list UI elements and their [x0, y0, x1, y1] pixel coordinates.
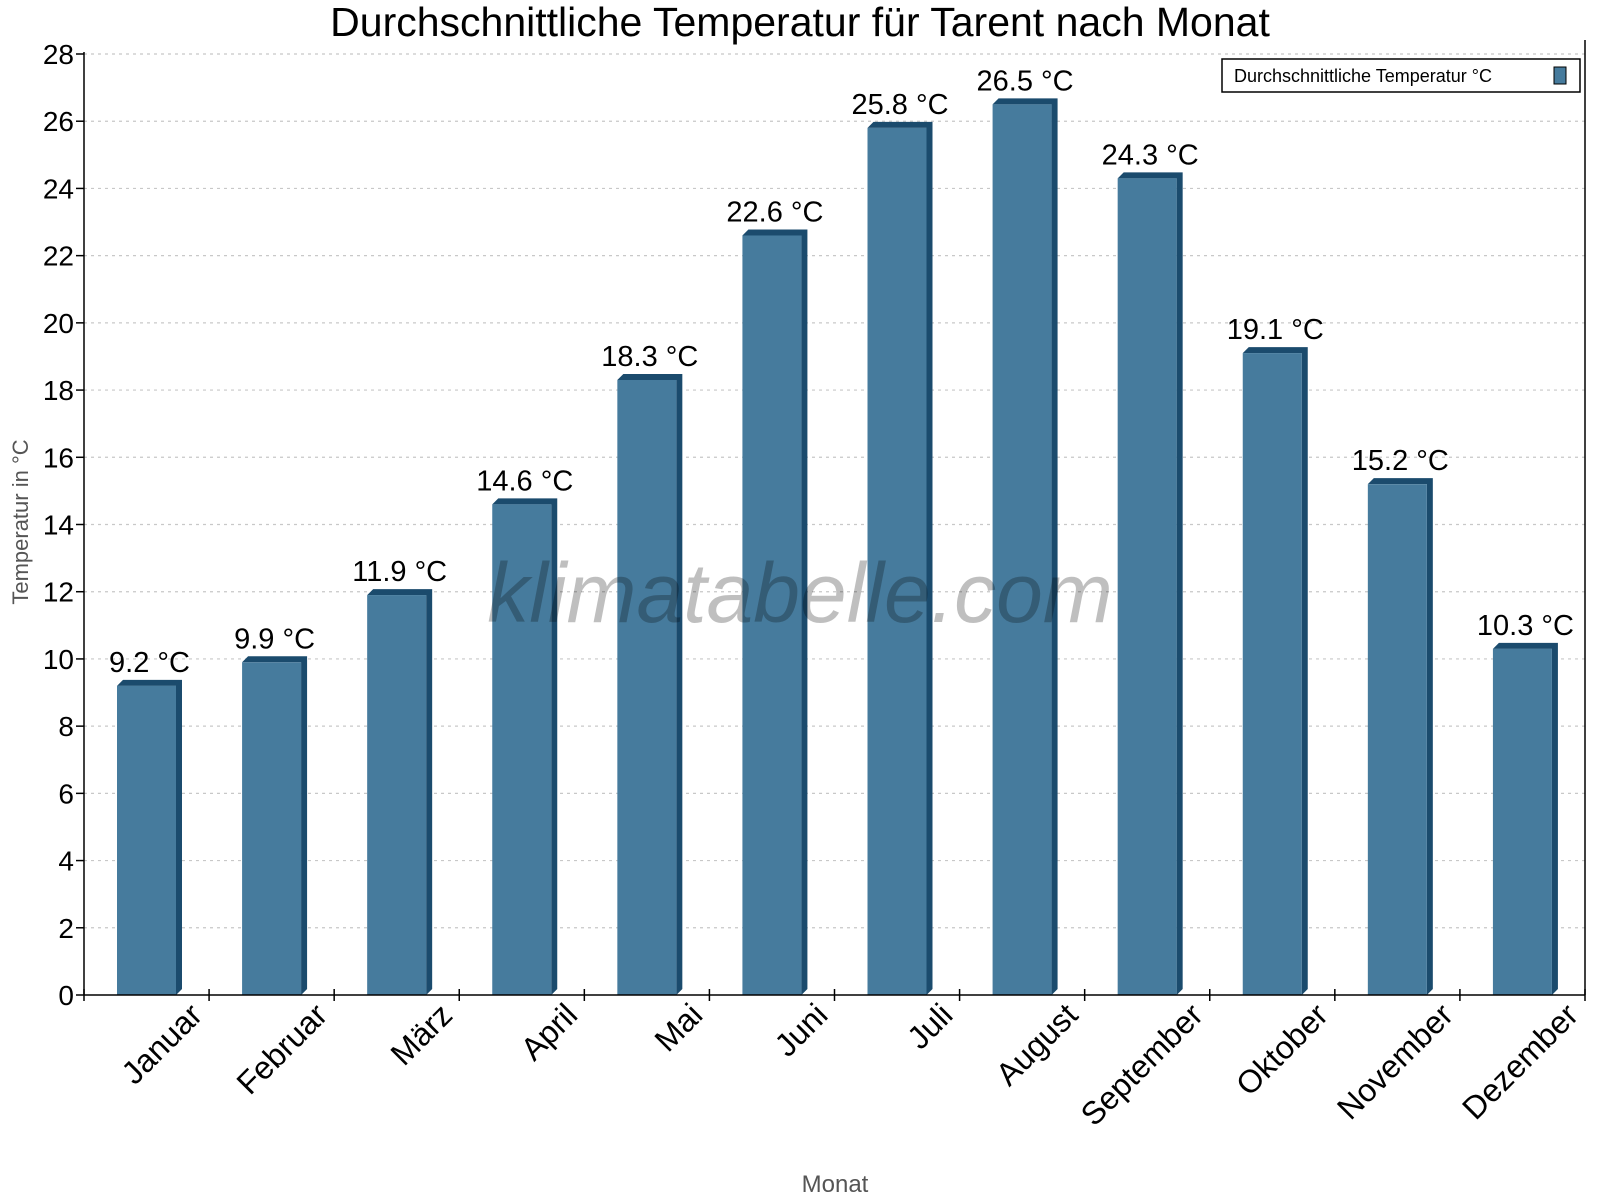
x-tick-label: Oktober: [1229, 996, 1335, 1102]
data-label: 9.9 °C: [234, 623, 315, 655]
bar: [367, 595, 427, 995]
bar: [1492, 648, 1552, 995]
x-tick-label: Juli: [900, 996, 959, 1055]
y-tick-label: 6: [58, 778, 74, 809]
y-tick-label: 22: [43, 241, 74, 272]
bar: [1367, 484, 1427, 995]
y-axis-label: Temperatur in °C: [8, 439, 33, 604]
bar: [992, 104, 1052, 996]
y-tick-label: 2: [58, 913, 74, 944]
y-tick-label: 8: [58, 711, 74, 742]
bar: [1117, 178, 1177, 995]
data-label: 18.3 °C: [601, 341, 698, 373]
x-axis-ticks: Januar Februar März April Mai Juni Juli AugustS…: [83, 989, 1586, 1133]
legend-swatch: [1553, 66, 1567, 85]
bar: [1242, 353, 1302, 995]
y-tick-label: 20: [43, 308, 74, 339]
data-label: 15.2 °C: [1352, 445, 1449, 477]
legend-label: Durchschnittliche Temperatur °C: [1234, 66, 1492, 86]
data-label: 25.8 °C: [851, 89, 948, 121]
grid-lines: [84, 53, 1585, 929]
x-tick-label: April: [514, 996, 585, 1067]
x-tick-label: Mai: [647, 996, 709, 1058]
y-tick-label: 24: [43, 173, 74, 204]
data-label: 10.3 °C: [1477, 610, 1574, 642]
data-label: 24.3 °C: [1102, 139, 1199, 171]
x-tick-label: Februar: [229, 996, 334, 1101]
y-tick-label: 28: [43, 39, 74, 70]
watermark: klimatabelle.com: [487, 546, 1113, 640]
y-tick-label: 12: [43, 577, 74, 608]
y-tick-label: 16: [43, 442, 74, 473]
x-tick-label: September: [1074, 996, 1210, 1132]
legend-box: [1221, 58, 1581, 93]
y-tick-label: 10: [43, 644, 74, 675]
y-tick-label: 0: [58, 980, 74, 1011]
x-tick-label: Januar: [114, 996, 209, 1091]
data-label: 19.1 °C: [1227, 314, 1324, 346]
bar: [492, 504, 552, 995]
bar: [867, 127, 927, 995]
y-tick-label: 26: [43, 106, 74, 137]
bar: [242, 662, 302, 995]
legend: Durchschnittliche Temperatur °C: [1221, 58, 1581, 93]
x-tick-label: März: [383, 996, 459, 1072]
data-label: 9.2 °C: [109, 647, 190, 679]
y-tick-label: 14: [43, 510, 74, 541]
bars: 9.2 °C 9.9 °C 11.9 °C 14.6 °C 18.3 °C 22.6 °C…: [109, 65, 1574, 996]
data-label: 26.5 °C: [977, 65, 1074, 97]
y-tick-label: 4: [58, 846, 74, 877]
x-tick-label: Juni: [767, 996, 834, 1063]
x-tick-label: November: [1330, 996, 1460, 1126]
x-tick-label: August: [989, 996, 1085, 1092]
chart-title: Durchschnittliche Temperatur für Tarent …: [330, 0, 1270, 45]
data-label: 22.6 °C: [726, 196, 823, 228]
data-label: 14.6 °C: [476, 465, 573, 497]
y-tick-label: 18: [43, 375, 74, 406]
x-tick-label: Dezember: [1455, 996, 1585, 1126]
x-axis-label: Monat: [802, 1171, 869, 1198]
bar: [742, 235, 802, 995]
axes: [83, 40, 1586, 996]
bar: [617, 379, 677, 996]
bar: [117, 685, 176, 995]
data-label: 11.9 °C: [352, 556, 447, 588]
